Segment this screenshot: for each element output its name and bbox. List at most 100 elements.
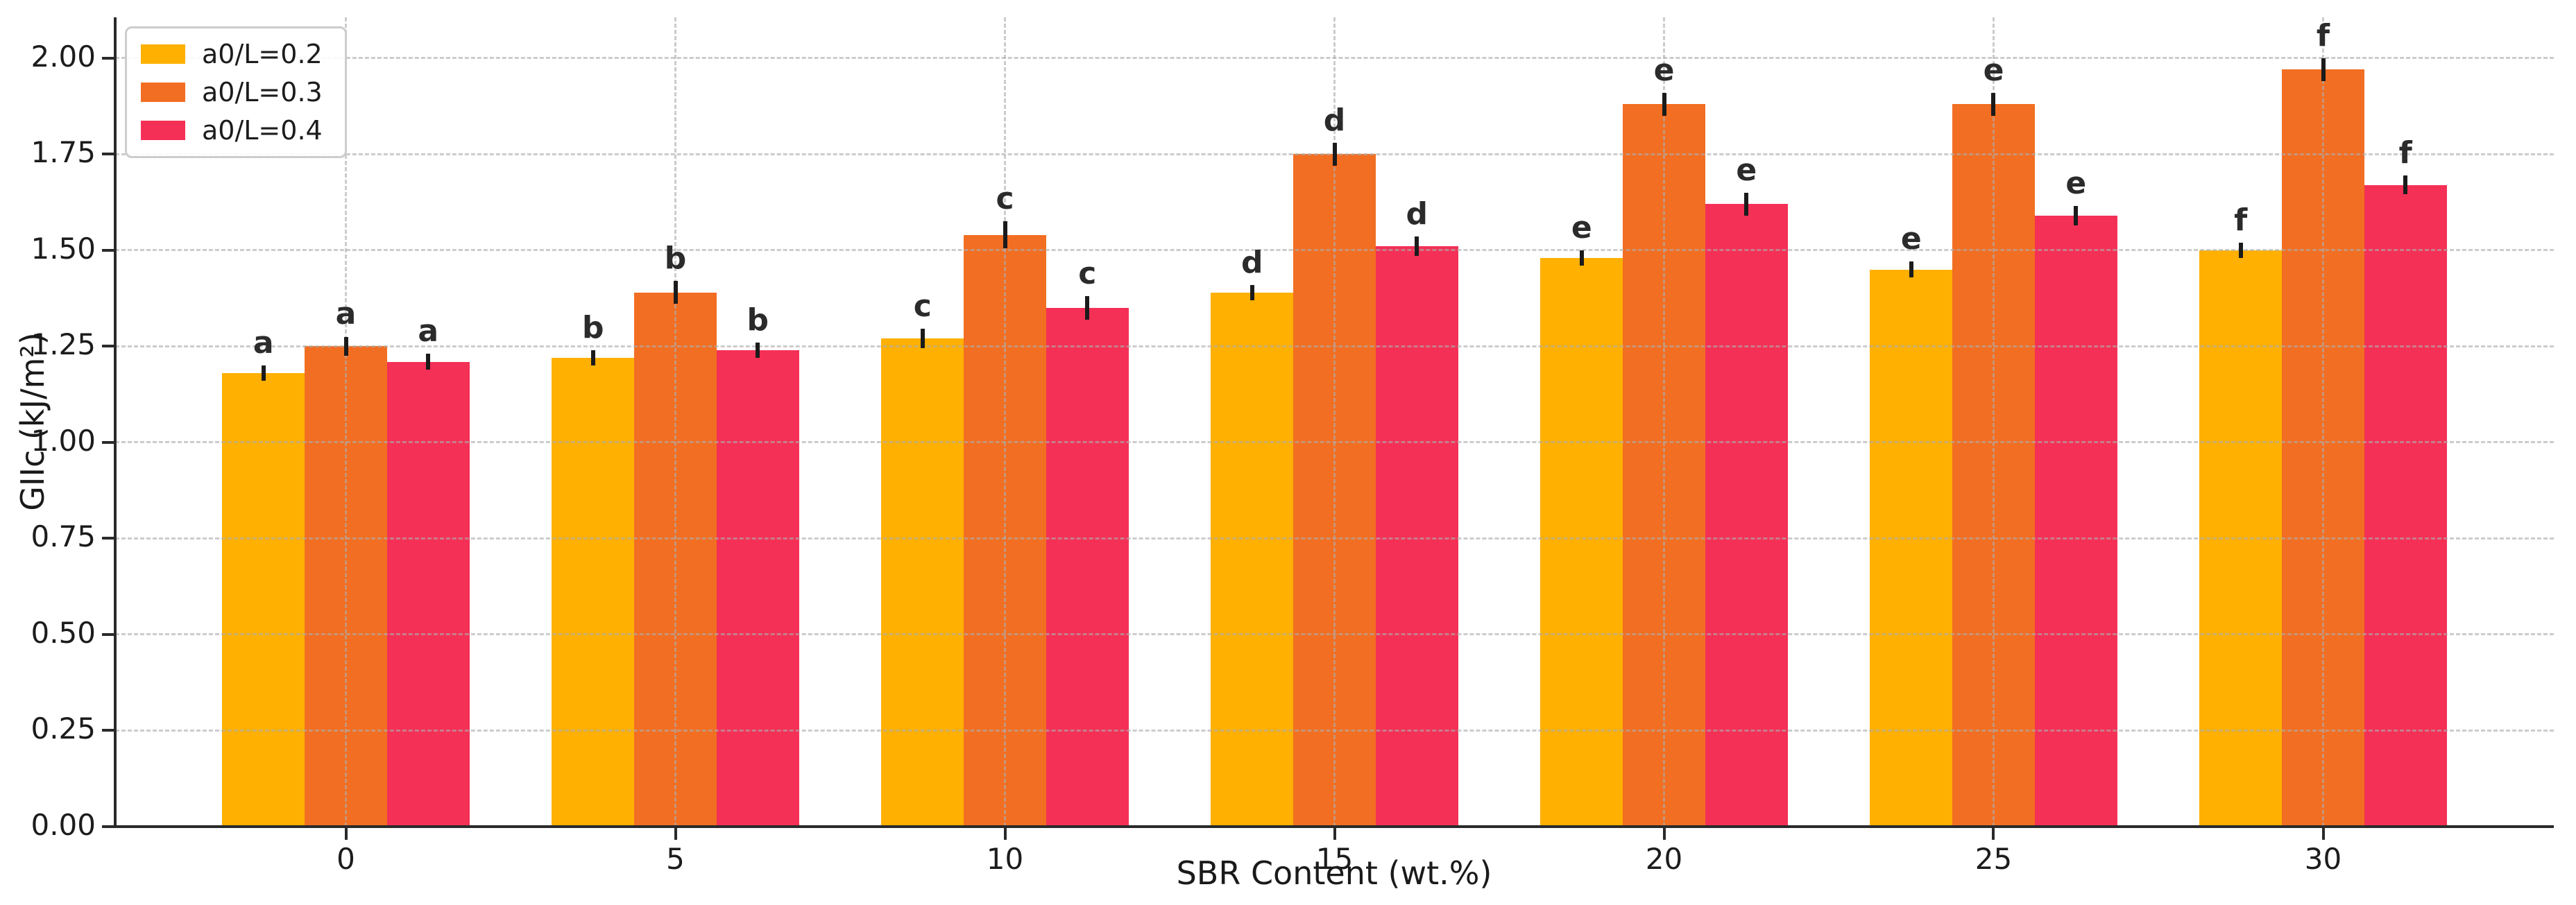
x-gridline (2322, 17, 2324, 827)
error-bar (1085, 296, 1090, 320)
significance-letter: c (1078, 256, 1097, 292)
significance-letter: a (253, 325, 274, 361)
error-bar (261, 365, 266, 381)
significance-letter: c (996, 181, 1014, 217)
significance-letter: a (335, 296, 357, 332)
y-tick-label: 1.00 (31, 423, 96, 458)
x-tick-label: 30 (2304, 842, 2342, 876)
significance-letter: e (2065, 166, 2087, 202)
y-tick-mark (102, 729, 114, 732)
error-bar (1909, 261, 1913, 277)
x-axis-label: SBR Content (wt.%) (1176, 854, 1492, 892)
legend-swatch (141, 44, 185, 64)
y-tick-mark (102, 537, 114, 540)
y-tick-mark (102, 825, 114, 828)
x-gridline (1333, 17, 1336, 827)
significance-letter: d (1406, 196, 1428, 232)
significance-letter: b (747, 302, 769, 338)
y-tick-label: 0.75 (31, 519, 96, 554)
error-bar (1662, 92, 1666, 116)
legend-item: a0/L=0.3 (141, 79, 323, 105)
x-gridline (1663, 17, 1665, 827)
x-tick-label: 5 (666, 842, 685, 876)
y-tick-mark (102, 56, 114, 60)
legend-item: a0/L=0.2 (141, 41, 323, 67)
significance-letter: b (582, 309, 604, 345)
significance-letter: b (664, 241, 687, 277)
y-tick-label: 1.25 (31, 327, 96, 362)
legend-swatch (141, 83, 185, 102)
bar-a0/L=0.4-30 (2364, 184, 2447, 827)
error-bar (1744, 192, 1749, 216)
error-bar (1332, 142, 1337, 166)
y-tick-mark (102, 248, 114, 252)
y-tick-label: 0.25 (31, 712, 96, 746)
x-gridline (674, 17, 676, 827)
legend: a0/L=0.2 a0/L=0.3 a0/L=0.4 (125, 26, 347, 158)
bar-a0/L=0.4-25 (2034, 215, 2117, 827)
x-gridline (1004, 17, 1006, 827)
bar-a0/L=0.2-25 (1870, 269, 1953, 827)
error-bar (2074, 206, 2079, 225)
significance-letter: e (1983, 52, 2004, 88)
error-bar (1249, 284, 1254, 300)
bar-a0/L=0.4-0 (386, 361, 470, 827)
bar-a0/L=0.2-20 (1540, 257, 1623, 827)
error-bar (1003, 221, 1007, 249)
x-tick-mark (2321, 828, 2325, 840)
bar-a0/L=0.2-0 (222, 373, 305, 827)
x-tick-label: 20 (1645, 842, 1683, 876)
error-bar (426, 354, 431, 370)
legend-item: a0/L=0.4 (141, 117, 323, 144)
y-tick-mark (102, 632, 114, 636)
significance-letter: f (2316, 17, 2330, 53)
legend-item-label: a0/L=0.3 (202, 77, 323, 107)
y-tick-label: 0.00 (31, 808, 96, 842)
x-tick-mark (1662, 828, 1666, 840)
error-bar (673, 281, 678, 304)
x-tick-label: 10 (986, 842, 1024, 876)
x-tick-label: 15 (1315, 842, 1354, 876)
significance-letter: e (1736, 152, 1757, 188)
significance-letter: e (1653, 52, 1675, 88)
x-axis-spine (114, 825, 2554, 828)
bar-a0/L=0.4-15 (1375, 246, 1458, 827)
y-tick-mark (102, 345, 114, 348)
error-bar (2321, 58, 2326, 81)
x-tick-mark (1333, 828, 1336, 840)
significance-letter: f (2398, 135, 2412, 171)
x-tick-mark (1992, 828, 1995, 840)
y-tick-label: 1.50 (31, 231, 96, 266)
error-bar (2403, 175, 2408, 195)
x-tick-label: 0 (336, 842, 355, 876)
error-bar (1415, 236, 1419, 257)
error-bar (343, 336, 348, 356)
significance-letter: d (1241, 244, 1263, 280)
significance-letter: e (1900, 221, 1922, 257)
bar-a0/L=0.2-15 (1211, 292, 1294, 827)
bar-a0/L=0.4-20 (1705, 204, 1788, 827)
x-tick-mark (344, 828, 348, 840)
error-bar (590, 350, 595, 366)
x-tick-mark (674, 828, 677, 840)
plot-area: a0/L=0.2 a0/L=0.3 a0/L=0.4 0.00 0.25 0.50 0.7… (31, 17, 2554, 874)
error-bar (1579, 250, 1584, 266)
x-gridline (345, 17, 347, 827)
x-tick-mark (1003, 828, 1007, 840)
y-tick-mark (102, 153, 114, 156)
y-tick-label: 2.00 (31, 39, 96, 74)
bar-a0/L=0.4-10 (1046, 307, 1129, 827)
y-tick-label: 0.50 (31, 615, 96, 650)
x-gridline (1992, 17, 1995, 827)
error-bar (920, 329, 925, 349)
legend-item-label: a0/L=0.4 (202, 115, 323, 146)
x-tick-label: 25 (1974, 842, 2013, 876)
error-bar (2238, 242, 2243, 258)
bar-a0/L=0.2-10 (881, 338, 964, 827)
significance-letter: c (913, 288, 932, 325)
y-tick-mark (102, 440, 114, 444)
significance-letter: a (418, 313, 439, 350)
legend-swatch (141, 121, 185, 140)
error-bar (756, 342, 760, 358)
